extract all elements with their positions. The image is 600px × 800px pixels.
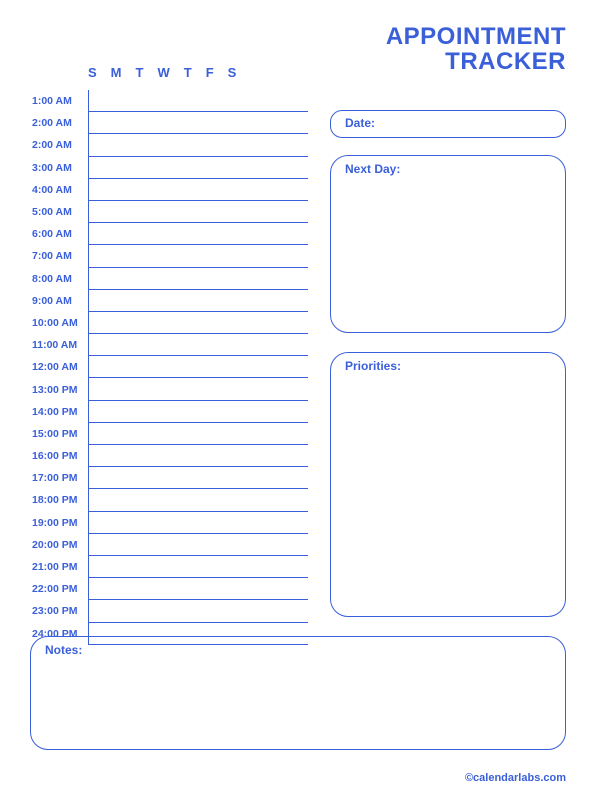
time-label: 9:00 AM [30,295,88,307]
time-label: 2:00 AM [30,139,88,151]
schedule-row: 23:00 PM [30,600,308,622]
schedule-row: 12:00 AM [30,356,308,378]
slot-line[interactable] [88,556,308,578]
time-label: 10:00 AM [30,317,88,329]
time-label: 7:00 AM [30,250,88,262]
slot-line[interactable] [88,378,308,400]
page-title: APPOINTMENT TRACKER [386,24,566,74]
schedule-row: 22:00 PM [30,578,308,600]
next-day-box[interactable]: Next Day: [330,155,566,333]
day-col: M [111,65,122,80]
time-label: 17:00 PM [30,472,88,484]
schedule-row: 19:00 PM [30,512,308,534]
time-label: 3:00 AM [30,162,88,174]
time-label: 16:00 PM [30,450,88,462]
schedule-row: 2:00 AM [30,134,308,156]
slot-line[interactable] [88,245,308,267]
slot-line[interactable] [88,512,308,534]
slot-line[interactable] [88,312,308,334]
schedule-row: 6:00 AM [30,223,308,245]
slot-line[interactable] [88,467,308,489]
schedule-row: 7:00 AM [30,245,308,267]
time-label: 19:00 PM [30,517,88,529]
time-label: 20:00 PM [30,539,88,551]
schedule-row: 4:00 AM [30,179,308,201]
time-label: 4:00 AM [30,184,88,196]
priorities-box[interactable]: Priorities: [330,352,566,617]
day-col: S [228,65,237,80]
slot-line[interactable] [88,268,308,290]
notes-label: Notes: [45,643,82,657]
time-label: 22:00 PM [30,583,88,595]
time-label: 8:00 AM [30,273,88,285]
schedule-row: 20:00 PM [30,534,308,556]
title-line-2: TRACKER [386,49,566,74]
slot-line[interactable] [88,90,308,112]
day-col: W [157,65,169,80]
day-col: T [184,65,192,80]
title-line-1: APPOINTMENT [386,24,566,49]
slot-line[interactable] [88,534,308,556]
schedule-row: 14:00 PM [30,401,308,423]
slot-line[interactable] [88,201,308,223]
day-col: F [206,65,214,80]
day-col: T [136,65,144,80]
priorities-label: Priorities: [345,359,401,373]
day-col: S [88,65,97,80]
next-day-label: Next Day: [345,162,400,176]
time-label: 2:00 AM [30,117,88,129]
schedule-row: 9:00 AM [30,290,308,312]
schedule-row: 17:00 PM [30,467,308,489]
time-label: 18:00 PM [30,494,88,506]
time-label: 11:00 AM [30,339,88,351]
time-label: 5:00 AM [30,206,88,218]
slot-line[interactable] [88,334,308,356]
slot-line[interactable] [88,290,308,312]
schedule-row: 16:00 PM [30,445,308,467]
time-label: 13:00 PM [30,384,88,396]
slot-line[interactable] [88,223,308,245]
schedule-row: 5:00 AM [30,201,308,223]
slot-line[interactable] [88,600,308,622]
schedule-row: 18:00 PM [30,489,308,511]
time-label: 1:00 AM [30,95,88,107]
slot-line[interactable] [88,157,308,179]
date-box[interactable]: Date: [330,110,566,138]
schedule-row: 21:00 PM [30,556,308,578]
schedule-row: 1:00 AM [30,90,308,112]
schedule-row: 15:00 PM [30,423,308,445]
date-label: Date: [345,116,375,130]
slot-line[interactable] [88,445,308,467]
slot-line[interactable] [88,356,308,378]
schedule-row: 3:00 AM [30,157,308,179]
slot-line[interactable] [88,423,308,445]
schedule-grid: 1:00 AM 2:00 AM 2:00 AM 3:00 AM 4:00 AM 5:00 … [30,90,308,645]
time-label: 23:00 PM [30,605,88,617]
footer-credit: ©calendarlabs.com [465,772,566,784]
time-label: 14:00 PM [30,406,88,418]
schedule-row: 2:00 AM [30,112,308,134]
time-label: 6:00 AM [30,228,88,240]
time-label: 21:00 PM [30,561,88,573]
schedule-row: 13:00 PM [30,378,308,400]
time-label: 12:00 AM [30,361,88,373]
slot-line[interactable] [88,578,308,600]
schedule-row: 8:00 AM [30,268,308,290]
notes-box[interactable]: Notes: [30,636,566,750]
slot-line[interactable] [88,179,308,201]
schedule-row: 10:00 AM [30,312,308,334]
slot-line[interactable] [88,134,308,156]
schedule-row: 11:00 AM [30,334,308,356]
slot-line[interactable] [88,112,308,134]
slot-line[interactable] [88,401,308,423]
time-label: 15:00 PM [30,428,88,440]
slot-line[interactable] [88,489,308,511]
